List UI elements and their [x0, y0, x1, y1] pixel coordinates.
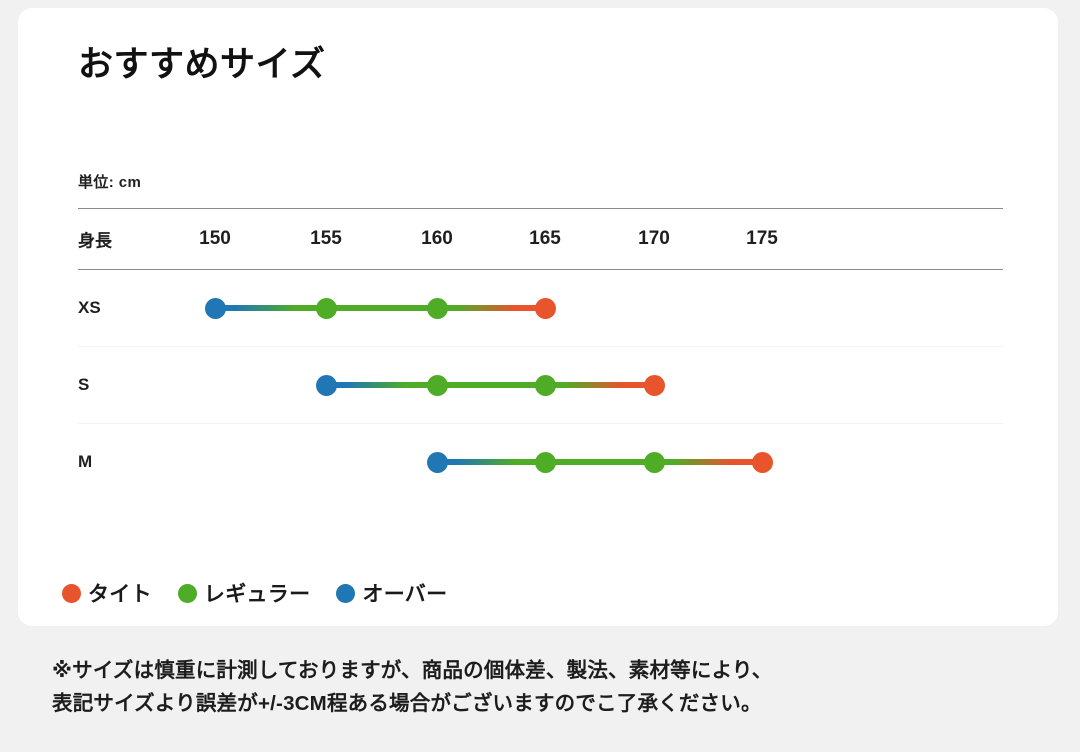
- range-segment: [545, 382, 654, 388]
- legend: タイト レギュラー オーバー: [62, 578, 447, 608]
- table-row: M: [78, 424, 1003, 500]
- legend-label-tight: タイト: [88, 583, 152, 606]
- fit-marker-over-150: [204, 297, 226, 319]
- column-header-height: 身長: [78, 231, 112, 251]
- size-label-xs: XS: [78, 298, 101, 317]
- size-table: 身長 150 155 160 165 170 175 XS S M: [78, 208, 1003, 500]
- table-row: XS: [78, 270, 1003, 346]
- legend-item-tight: タイト: [62, 578, 152, 608]
- legend-item-regular: レギュラー: [177, 578, 311, 608]
- fit-marker-over-160: [426, 451, 448, 473]
- fit-marker-regular-160: [426, 374, 448, 396]
- column-header-175: 175: [746, 228, 778, 249]
- size-label-m: M: [78, 452, 93, 471]
- column-header-170: 170: [638, 228, 670, 249]
- unit-label: 単位: cm: [78, 174, 142, 191]
- column-header-165: 165: [529, 228, 561, 249]
- range-segment: [326, 305, 437, 311]
- fit-marker-tight-165: [534, 297, 556, 319]
- page-title: おすすめサイズ: [78, 45, 326, 84]
- table-header-bottom-rule: [78, 269, 1003, 270]
- row-separator: [78, 423, 1003, 424]
- fit-marker-tight-170: [643, 374, 665, 396]
- fit-marker-tight-175: [751, 451, 773, 473]
- fit-marker-regular-160: [426, 297, 448, 319]
- range-segment: [545, 459, 654, 465]
- range-segment: [215, 305, 326, 311]
- fit-marker-regular-165: [534, 374, 556, 396]
- legend-label-over: オーバー: [362, 583, 448, 606]
- fit-marker-over-155: [315, 374, 337, 396]
- column-header-150: 150: [199, 228, 231, 249]
- range-segment: [437, 305, 545, 311]
- legend-dot-regular-icon: [177, 583, 197, 603]
- table-row: S: [78, 347, 1003, 423]
- range-segment: [437, 382, 545, 388]
- column-header-155: 155: [310, 228, 342, 249]
- size-rows-container: XS S M: [78, 270, 1003, 500]
- range-segment: [654, 459, 762, 465]
- legend-dot-tight-icon: [62, 583, 81, 603]
- fit-marker-regular-165: [534, 451, 556, 473]
- legend-dot-over-icon: [336, 583, 356, 603]
- fit-marker-regular-155: [315, 297, 337, 319]
- footnote-line-1: ※サイズは慎重に計測しておりますが、商品の個体差、製法、素材等により、: [52, 659, 773, 682]
- size-guide-card: おすすめサイズ 単位: cm 身長 150 155 160 165 170 175 XS S…: [18, 8, 1058, 626]
- range-segment: [437, 459, 545, 465]
- column-header-160: 160: [421, 228, 453, 249]
- fit-marker-regular-170: [643, 451, 665, 473]
- range-segment: [326, 382, 437, 388]
- footnote: ※サイズは慎重に計測しておりますが、商品の個体差、製法、素材等により、 表記サイ…: [52, 654, 1012, 720]
- legend-item-over: オーバー: [336, 578, 447, 608]
- table-header-row: 身長 150 155 160 165 170 175: [78, 209, 1003, 269]
- size-label-s: S: [78, 375, 90, 394]
- table-top-rule: [78, 208, 1003, 209]
- legend-label-regular: レギュラー: [203, 583, 311, 606]
- footnote-line-2: 表記サイズより誤差が+/-3CM程ある場合がございますのでこ了承ください。: [52, 692, 762, 716]
- row-separator: [78, 346, 1003, 347]
